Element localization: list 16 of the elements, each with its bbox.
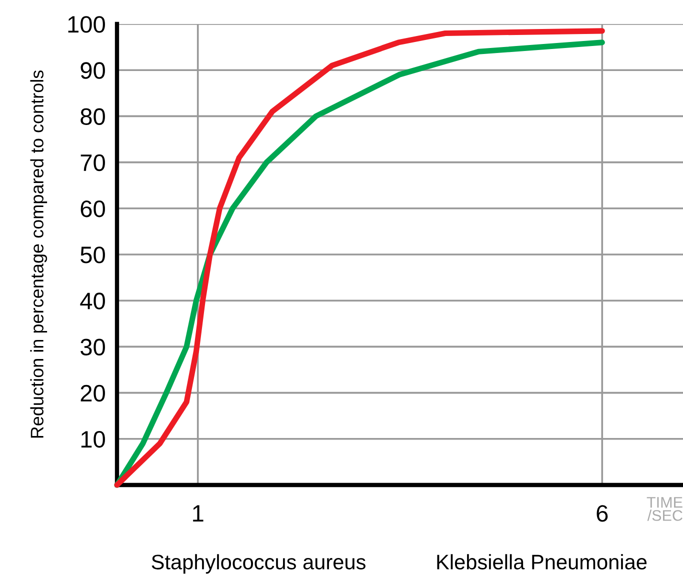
y-axis-title: Reduction in percentage compared to controls [30, 70, 48, 438]
text: Klebsiella Pneumoniae [437, 554, 647, 570]
y-tick-label: 90 [80, 62, 105, 79]
y-tick-label: 20 [80, 384, 105, 402]
y-tick-label: 10 [81, 430, 105, 448]
y-tick-label: 100 [68, 16, 105, 33]
y-tick-label: 60 [80, 200, 105, 218]
y-tick-label: 40 [80, 292, 105, 310]
x-tick-label: 1 [193, 505, 204, 522]
y-tick-label: 70 [80, 154, 105, 172]
y-tick-label: 30 [80, 338, 105, 356]
text: Staphylococcus aureus [152, 554, 366, 574]
x-axis-title: TIME /SEC [646, 497, 682, 521]
y-tick-label: 80 [80, 108, 105, 125]
y-tick-label: 50 [80, 246, 105, 264]
x-tick-label: 6 [596, 505, 608, 522]
